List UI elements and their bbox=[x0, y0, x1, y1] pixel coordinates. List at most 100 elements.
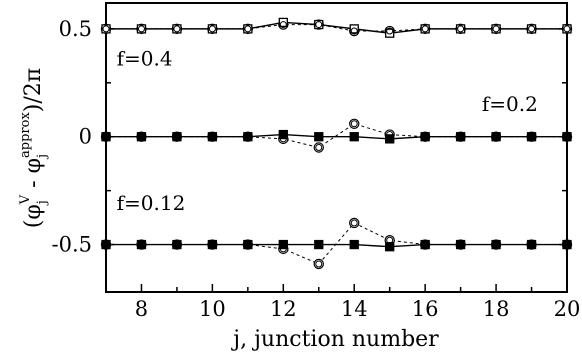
data-point-circle-inner bbox=[421, 241, 429, 249]
series-layer bbox=[100, 17, 573, 270]
data-point-square-filled bbox=[314, 132, 324, 142]
data-point-square bbox=[243, 24, 253, 34]
data-point-square-filled bbox=[455, 132, 466, 142]
data-point-circle-inner bbox=[208, 25, 216, 33]
data-point-square bbox=[172, 24, 182, 34]
data-point-circle-inner bbox=[315, 21, 323, 29]
data-point-circle-inner bbox=[208, 241, 216, 249]
data-point-square-filled bbox=[101, 239, 111, 250]
data-point-circle-inner bbox=[244, 25, 252, 33]
series-line bbox=[106, 24, 567, 32]
data-point-square bbox=[420, 24, 430, 34]
data-point-square bbox=[455, 24, 466, 34]
data-point-circle-inner bbox=[457, 241, 465, 249]
data-point-square bbox=[314, 19, 324, 30]
data-point-square bbox=[278, 17, 288, 28]
data-point-circle-inner bbox=[528, 25, 536, 33]
x-tick-label: 12 bbox=[270, 297, 297, 321]
data-point-square-filled bbox=[136, 239, 147, 250]
data-point-circle-inner bbox=[279, 245, 287, 253]
y-tick-label: -0.5 bbox=[52, 233, 93, 257]
data-point-circle-inner bbox=[137, 133, 145, 141]
x-axis-ticks: 8 10 12 14 16 18 20 bbox=[105, 284, 581, 321]
y-label-sup2: approx bbox=[18, 112, 33, 158]
y-label-sub1: j bbox=[35, 200, 50, 206]
data-point-square-filled bbox=[278, 239, 288, 250]
data-point-square-filled bbox=[385, 242, 395, 252]
plot-frame bbox=[105, 2, 568, 293]
data-point-square-filled bbox=[136, 132, 147, 142]
x-tick-label: 14 bbox=[341, 297, 368, 321]
data-point-circle-inner bbox=[208, 133, 216, 141]
data-point-square-filled bbox=[562, 132, 572, 142]
data-point-square-filled bbox=[314, 239, 324, 250]
data-point-circle-inner bbox=[528, 133, 536, 141]
y-axis-ticks: 0.5 0 -0.5 bbox=[52, 17, 567, 257]
data-point-square-filled bbox=[207, 239, 218, 250]
y-label-open: (φ bbox=[21, 204, 46, 228]
data-point-circle-inner bbox=[457, 25, 465, 33]
data-point-circle-inner bbox=[563, 241, 571, 249]
series-line bbox=[106, 133, 567, 140]
data-point-square bbox=[349, 24, 359, 34]
data-point-circle-inner bbox=[102, 133, 110, 141]
data-point-square-filled bbox=[526, 132, 537, 142]
y-label-sub2: j bbox=[35, 154, 50, 160]
data-point-square-filled bbox=[243, 239, 253, 250]
data-point-circle-inner bbox=[421, 133, 429, 141]
data-point-circle-inner bbox=[315, 260, 323, 268]
data-point-circle-inner bbox=[492, 133, 500, 141]
data-point-square-filled bbox=[172, 132, 182, 142]
series-line bbox=[106, 222, 567, 265]
data-point-square-filled bbox=[385, 134, 395, 144]
y-axis-label: (φjV - φjapprox)/2π bbox=[18, 68, 50, 229]
data-point-circle-inner bbox=[386, 236, 394, 244]
data-point-circle-inner bbox=[528, 241, 536, 249]
x-tick-label: 10 bbox=[199, 297, 226, 321]
data-point-square-filled bbox=[101, 132, 111, 142]
data-point-circle-inner bbox=[350, 120, 358, 128]
y-label-mid: - φ bbox=[21, 158, 46, 195]
data-point-circle-inner bbox=[492, 241, 500, 249]
data-point-square-filled bbox=[455, 239, 466, 250]
x-tick-label: 18 bbox=[483, 297, 510, 321]
data-point-circle-inner bbox=[244, 241, 252, 249]
data-point-square bbox=[385, 28, 395, 38]
series-annotation: f=0.4 bbox=[117, 47, 173, 71]
series-line bbox=[106, 123, 567, 149]
data-point-square-filled bbox=[349, 239, 359, 250]
data-point-square bbox=[526, 24, 537, 34]
data-point-square-filled bbox=[207, 132, 218, 142]
data-point-circle-inner bbox=[563, 133, 571, 141]
data-point-circle-inner bbox=[563, 25, 571, 33]
x-tick-label: 16 bbox=[412, 297, 439, 321]
data-point-square-filled bbox=[491, 239, 501, 250]
data-point-circle-inner bbox=[137, 241, 145, 249]
data-point-square-filled bbox=[172, 239, 182, 250]
data-point-circle-inner bbox=[173, 241, 181, 249]
data-point-circle-inner bbox=[102, 25, 110, 33]
data-point-square-filled bbox=[349, 132, 359, 142]
series-annotation: f=0.2 bbox=[482, 92, 538, 116]
data-point-circle-inner bbox=[279, 135, 287, 143]
data-point-circle-inner bbox=[173, 25, 181, 33]
data-point-square bbox=[562, 24, 572, 34]
x-axis-label: j, junction number bbox=[230, 327, 439, 352]
data-point-square bbox=[101, 24, 111, 34]
data-point-circle-inner bbox=[244, 133, 252, 141]
x-tick-label: 20 bbox=[554, 297, 581, 321]
y-label-sup1: V bbox=[18, 194, 33, 205]
data-point-circle-inner bbox=[457, 133, 465, 141]
data-point-circle-inner bbox=[350, 219, 358, 227]
data-point-square-filled bbox=[420, 239, 430, 250]
data-point-circle-inner bbox=[102, 241, 110, 249]
y-tick-label: 0.5 bbox=[59, 17, 92, 41]
data-point-circle-inner bbox=[279, 21, 287, 29]
y-label-close: )/2π bbox=[21, 68, 46, 112]
data-point-square bbox=[491, 24, 501, 34]
data-point-circle-inner bbox=[315, 144, 323, 151]
data-point-square-filled bbox=[278, 129, 288, 140]
data-point-square-filled bbox=[243, 132, 253, 142]
data-point-circle-inner bbox=[421, 25, 429, 33]
